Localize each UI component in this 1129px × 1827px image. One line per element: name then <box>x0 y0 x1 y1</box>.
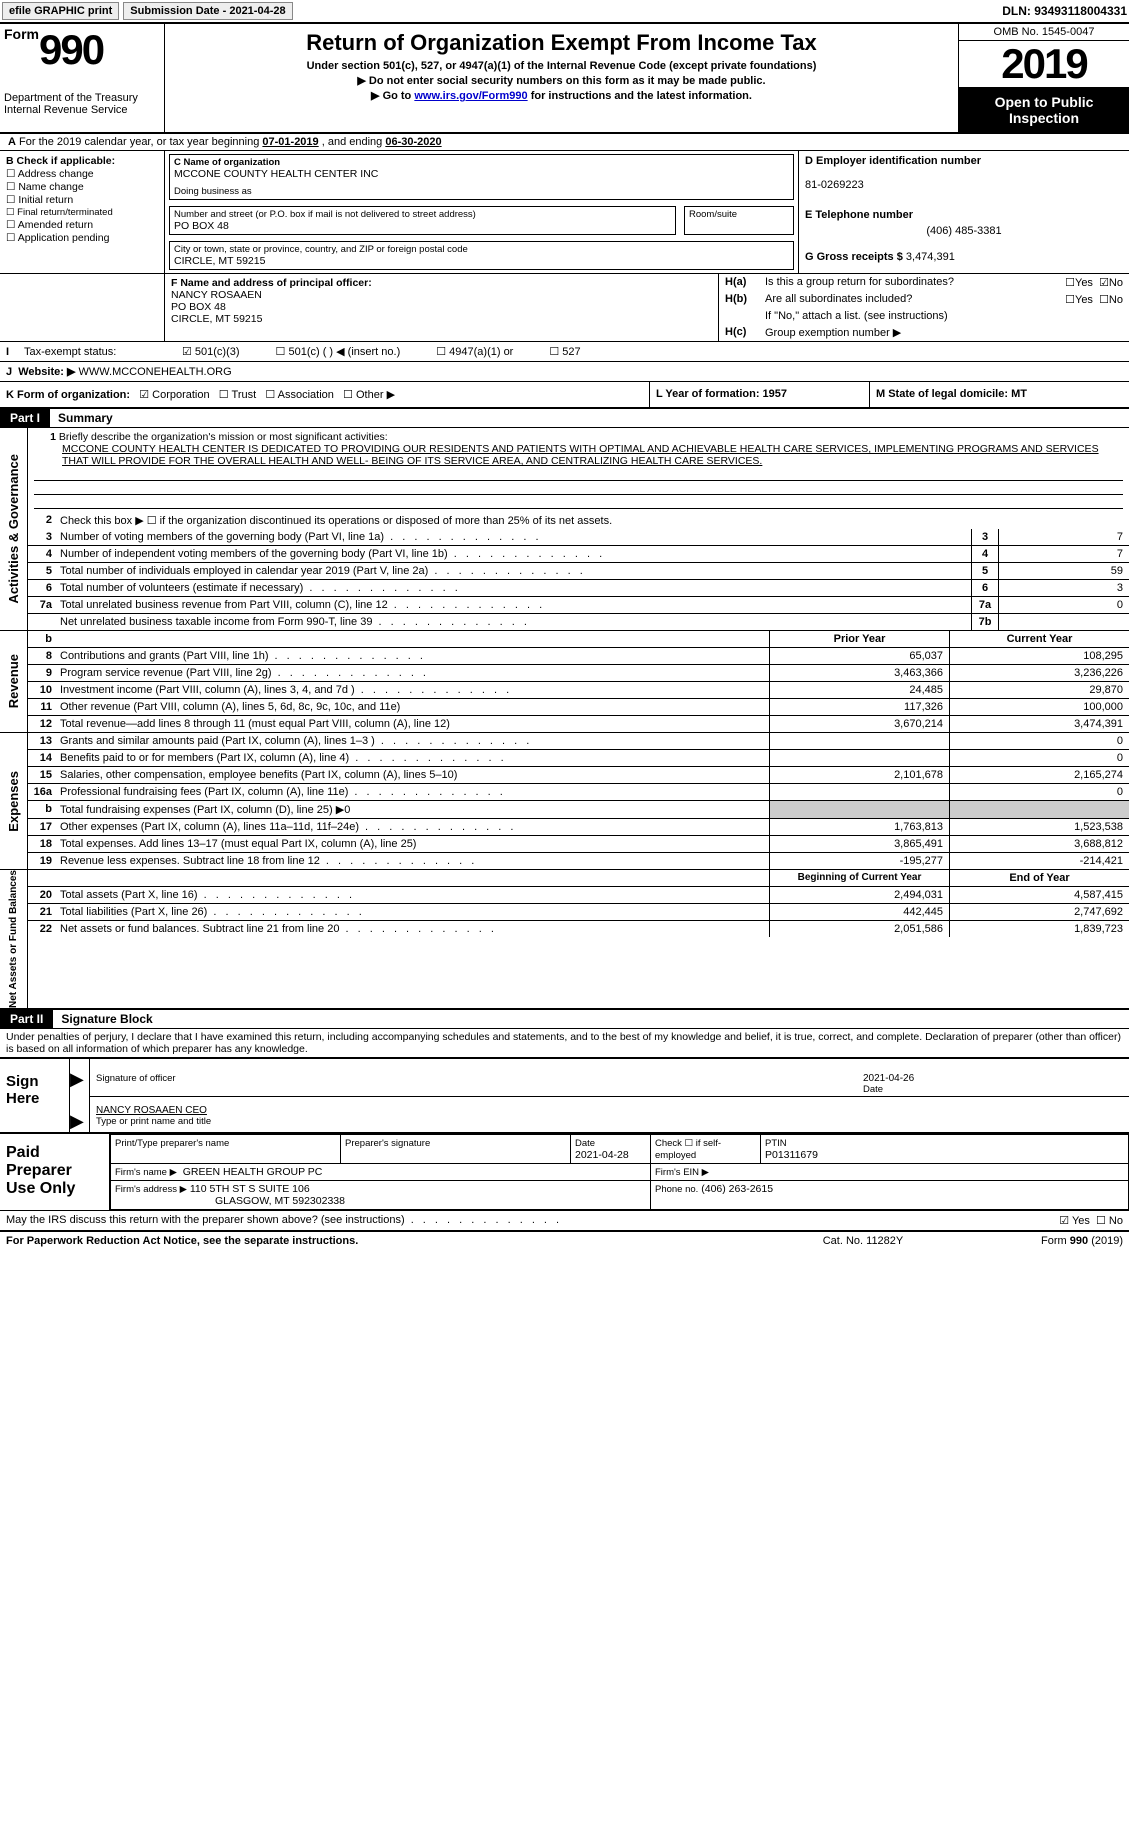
chk-4947[interactable]: ☐ 4947(a)(1) or <box>436 345 513 358</box>
discuss-no[interactable]: ☐ No <box>1096 1214 1123 1227</box>
line21: Total liabilities (Part X, line 26) <box>56 904 769 920</box>
line18: Total expenses. Add lines 13–17 (must eq… <box>56 836 769 852</box>
part1-header: Part ISummary <box>0 409 1129 428</box>
line19: Revenue less expenses. Subtract line 18 … <box>56 853 769 869</box>
form-number: Form990 <box>4 26 160 74</box>
declaration: Under penalties of perjury, I declare th… <box>0 1029 1129 1057</box>
line7b: Net unrelated business taxable income fr… <box>56 614 971 630</box>
irs-link[interactable]: www.irs.gov/Form990 <box>414 90 527 102</box>
line13: Grants and similar amounts paid (Part IX… <box>56 733 769 749</box>
chk-final-return[interactable]: ☐ Final return/terminated <box>6 207 158 218</box>
chk-address-change[interactable]: ☐ Address change <box>6 168 158 180</box>
sign-here-label: Sign Here <box>0 1059 70 1132</box>
line16a: Professional fundraising fees (Part IX, … <box>56 784 769 800</box>
box-h: H(a)Is this a group return for subordina… <box>719 274 1129 341</box>
header-block: B Check if applicable: ☐ Address change … <box>0 151 1129 274</box>
city-box: City or town, state or province, country… <box>169 241 794 270</box>
line8: Contributions and grants (Part VIII, lin… <box>56 648 769 664</box>
topbar: efile GRAPHIC print Submission Date - 20… <box>0 0 1129 24</box>
hb-yes[interactable]: ☐Yes <box>1065 293 1093 306</box>
year-formation: L Year of formation: 1957 <box>656 388 787 400</box>
line6: Total number of volunteers (estimate if … <box>56 580 971 596</box>
gross-receipts: G Gross receipts $ 3,474,391 <box>805 251 1123 263</box>
chk-trust[interactable]: ☐ Trust <box>219 389 256 401</box>
part1-netassets: Net Assets or Fund Balances Beginning of… <box>0 870 1129 1010</box>
open-to-public: Open to Public Inspection <box>959 88 1129 132</box>
hdr-end-year: End of Year <box>949 870 1129 886</box>
dln: DLN: 93493118004331 <box>1002 4 1127 18</box>
chk-501c[interactable]: ☐ 501(c) ( ) ◀ (insert no.) <box>276 345 401 358</box>
form-header: Form990 Department of the Treasury Inter… <box>0 24 1129 134</box>
hdr-prior-year: Prior Year <box>769 631 949 647</box>
discuss-row: May the IRS discuss this return with the… <box>0 1211 1129 1230</box>
vtab-netassets: Net Assets or Fund Balances <box>8 870 19 1008</box>
line15: Salaries, other compensation, employee b… <box>56 767 769 783</box>
chk-name-change[interactable]: ☐ Name change <box>6 181 158 193</box>
part1-expenses: Expenses 13Grants and similar amounts pa… <box>0 733 1129 870</box>
line20: Total assets (Part X, line 16) <box>56 887 769 903</box>
chk-app-pending[interactable]: ☐ Application pending <box>6 232 158 244</box>
tax-year: 2019 <box>959 41 1129 88</box>
row-j: J Website: ▶ WWW.MCCONEHEALTH.ORG <box>0 362 1129 382</box>
line4: Number of independent voting members of … <box>56 546 971 562</box>
chk-amended[interactable]: ☐ Amended return <box>6 219 158 231</box>
part2-header: Part IISignature Block <box>0 1010 1129 1029</box>
ha-no[interactable]: ☑No <box>1099 276 1123 289</box>
line5: Total number of individuals employed in … <box>56 563 971 579</box>
subtitle3: Go to www.irs.gov/Form990 for instructio… <box>169 89 954 102</box>
line14: Benefits paid to or for members (Part IX… <box>56 750 769 766</box>
return-title: Return of Organization Exempt From Incom… <box>169 26 954 56</box>
box-b: B Check if applicable: ☐ Address change … <box>0 151 165 273</box>
officer-block: F Name and address of principal officer:… <box>0 274 1129 342</box>
street-box: Number and street (or P.O. box if mail i… <box>169 206 676 235</box>
ha-yes[interactable]: ☐Yes <box>1065 276 1093 289</box>
subtitle1: Under section 501(c), 527, or 4947(a)(1)… <box>169 60 954 72</box>
hdr-current-year: Current Year <box>949 631 1129 647</box>
box-f: F Name and address of principal officer:… <box>165 274 719 341</box>
department: Department of the Treasury Internal Reve… <box>4 92 160 116</box>
org-name-box: C Name of organization MCCONE COUNTY HEA… <box>169 154 794 200</box>
sign-here-block: Sign Here ▶▶ Signature of officer 2021-0… <box>0 1057 1129 1132</box>
ein-box: D Employer identification number81-02692… <box>805 155 1123 191</box>
efile-button[interactable]: efile GRAPHIC print <box>2 2 119 20</box>
state-domicile: M State of legal domicile: MT <box>876 388 1027 400</box>
part1-governance: Activities & Governance 1 Briefly descri… <box>0 428 1129 631</box>
omb-number: OMB No. 1545-0047 <box>959 24 1129 41</box>
line11: Other revenue (Part VIII, column (A), li… <box>56 699 769 715</box>
preparer-label: Paid Preparer Use Only <box>0 1134 110 1210</box>
line10: Investment income (Part VIII, column (A)… <box>56 682 769 698</box>
line9: Program service revenue (Part VIII, line… <box>56 665 769 681</box>
period-line: A For the 2019 calendar year, or tax yea… <box>0 134 1129 151</box>
subtitle2: Do not enter social security numbers on … <box>169 74 954 87</box>
preparer-block: Paid Preparer Use Only Print/Type prepar… <box>0 1132 1129 1211</box>
line22: Net assets or fund balances. Subtract li… <box>56 921 769 937</box>
vtab-governance: Activities & Governance <box>6 454 21 604</box>
footer: For Paperwork Reduction Act Notice, see … <box>0 1230 1129 1250</box>
row-i: I Tax-exempt status: ☑ 501(c)(3) ☐ 501(c… <box>0 342 1129 362</box>
chk-other[interactable]: ☐ Other ▶ <box>343 389 395 401</box>
preparer-table: Print/Type preparer's name Preparer's si… <box>110 1134 1129 1210</box>
vtab-expenses: Expenses <box>6 771 21 832</box>
chk-501c3[interactable]: ☑ 501(c)(3) <box>182 345 240 358</box>
part1-revenue: Revenue bPrior YearCurrent Year 8Contrib… <box>0 631 1129 733</box>
chk-assoc[interactable]: ☐ Association <box>265 389 334 401</box>
hdr-begin-year: Beginning of Current Year <box>769 870 949 886</box>
room-box: Room/suite <box>684 206 794 235</box>
hb-no[interactable]: ☐No <box>1099 293 1123 306</box>
chk-527[interactable]: ☐ 527 <box>549 345 580 358</box>
phone-box: E Telephone number(406) 485-3381 <box>805 209 1123 237</box>
line16b: Total fundraising expenses (Part IX, col… <box>56 801 769 818</box>
vtab-revenue: Revenue <box>6 654 21 708</box>
line12: Total revenue—add lines 8 through 11 (mu… <box>56 716 769 732</box>
discuss-yes[interactable]: ☑ Yes <box>1059 1214 1090 1227</box>
line17: Other expenses (Part IX, column (A), lin… <box>56 819 769 835</box>
line7a: Total unrelated business revenue from Pa… <box>56 597 971 613</box>
row-k: K Form of organization: ☑ Corporation ☐ … <box>0 382 1129 409</box>
line3: Number of voting members of the governin… <box>56 529 971 545</box>
mission-text: MCCONE COUNTY HEALTH CENTER IS DEDICATED… <box>34 443 1123 467</box>
chk-initial-return[interactable]: ☐ Initial return <box>6 194 158 206</box>
chk-corp[interactable]: ☑ Corporation <box>139 389 209 401</box>
line2: Check this box ▶ ☐ if the organization d… <box>56 512 1129 529</box>
subdate-button[interactable]: Submission Date - 2021-04-28 <box>123 2 292 20</box>
